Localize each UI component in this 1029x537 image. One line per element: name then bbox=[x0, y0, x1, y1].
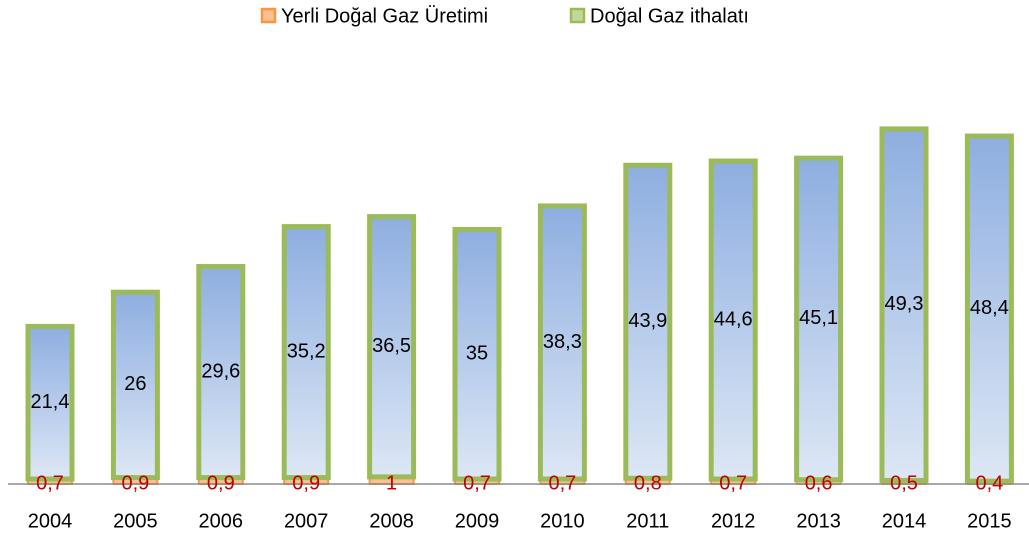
legend: Yerli Doğal Gaz Üretimi Doğal Gaz ithalat… bbox=[260, 5, 749, 27]
bar-segment bbox=[110, 289, 160, 481]
data-label: 0,7 bbox=[36, 472, 64, 494]
bar-segment bbox=[964, 133, 1014, 484]
x-tick-label: 2014 bbox=[882, 510, 927, 532]
bar-segment bbox=[452, 226, 502, 482]
data-label: 0,6 bbox=[805, 472, 833, 494]
bar-segment bbox=[708, 158, 758, 482]
legend-label: Yerli Doğal Gaz Üretimi bbox=[281, 5, 488, 27]
bar-segment bbox=[367, 214, 417, 480]
data-label: 35 bbox=[466, 343, 488, 365]
x-tick-label: 2007 bbox=[284, 510, 329, 532]
data-label: 0,4 bbox=[975, 472, 1003, 494]
x-tick-label: 2011 bbox=[626, 510, 669, 532]
data-label: 44,6 bbox=[714, 308, 753, 330]
labels: 0,7 21,4 2004 0,9 26 2005 0,9 29,6 2006 0,9 35,2 20… bbox=[28, 293, 1012, 532]
data-label: 21,4 bbox=[31, 391, 70, 413]
data-label: 0,8 bbox=[634, 472, 662, 494]
data-label: 0,7 bbox=[548, 472, 576, 494]
x-tick-label: 2012 bbox=[711, 510, 756, 532]
data-label: 0,5 bbox=[890, 472, 918, 494]
bar-segment bbox=[196, 264, 246, 481]
x-tick-label: 2010 bbox=[540, 510, 585, 532]
bars bbox=[25, 126, 1014, 486]
legend-swatch bbox=[569, 7, 586, 24]
x-tick-label: 2005 bbox=[113, 510, 158, 532]
legend-label: Doğal Gaz ithalatı bbox=[590, 5, 749, 27]
data-label: 49,3 bbox=[885, 293, 924, 315]
x-tick-label: 2015 bbox=[967, 510, 1012, 532]
x-tick-label: 2013 bbox=[796, 510, 841, 532]
x-tick-label: 2009 bbox=[455, 510, 500, 532]
data-label: 0,9 bbox=[292, 472, 320, 494]
bar-segment bbox=[281, 224, 331, 481]
data-label: 43,9 bbox=[628, 310, 667, 332]
data-label: 48,4 bbox=[970, 297, 1009, 319]
data-label: 1 bbox=[386, 472, 397, 494]
data-label: 38,3 bbox=[543, 331, 582, 353]
x-tick-label: 2008 bbox=[369, 510, 414, 532]
data-label: 0,7 bbox=[719, 472, 747, 494]
data-label: 45,1 bbox=[799, 307, 838, 329]
data-label: 36,5 bbox=[372, 335, 411, 357]
legend-swatch bbox=[260, 7, 277, 24]
bar-segment bbox=[623, 162, 673, 481]
bar-segment bbox=[794, 155, 844, 483]
data-label: 26 bbox=[124, 373, 146, 395]
bar-segment bbox=[25, 323, 75, 482]
x-tick-label: 2004 bbox=[28, 510, 73, 532]
data-label: 35,2 bbox=[287, 340, 326, 362]
data-label: 29,6 bbox=[201, 360, 240, 382]
data-label: 0,7 bbox=[463, 472, 491, 494]
data-label: 0,9 bbox=[121, 472, 149, 494]
bar-segment bbox=[537, 203, 587, 482]
bar-segment bbox=[879, 126, 929, 483]
x-tick-label: 2006 bbox=[199, 510, 244, 532]
data-label: 0,9 bbox=[207, 472, 235, 494]
